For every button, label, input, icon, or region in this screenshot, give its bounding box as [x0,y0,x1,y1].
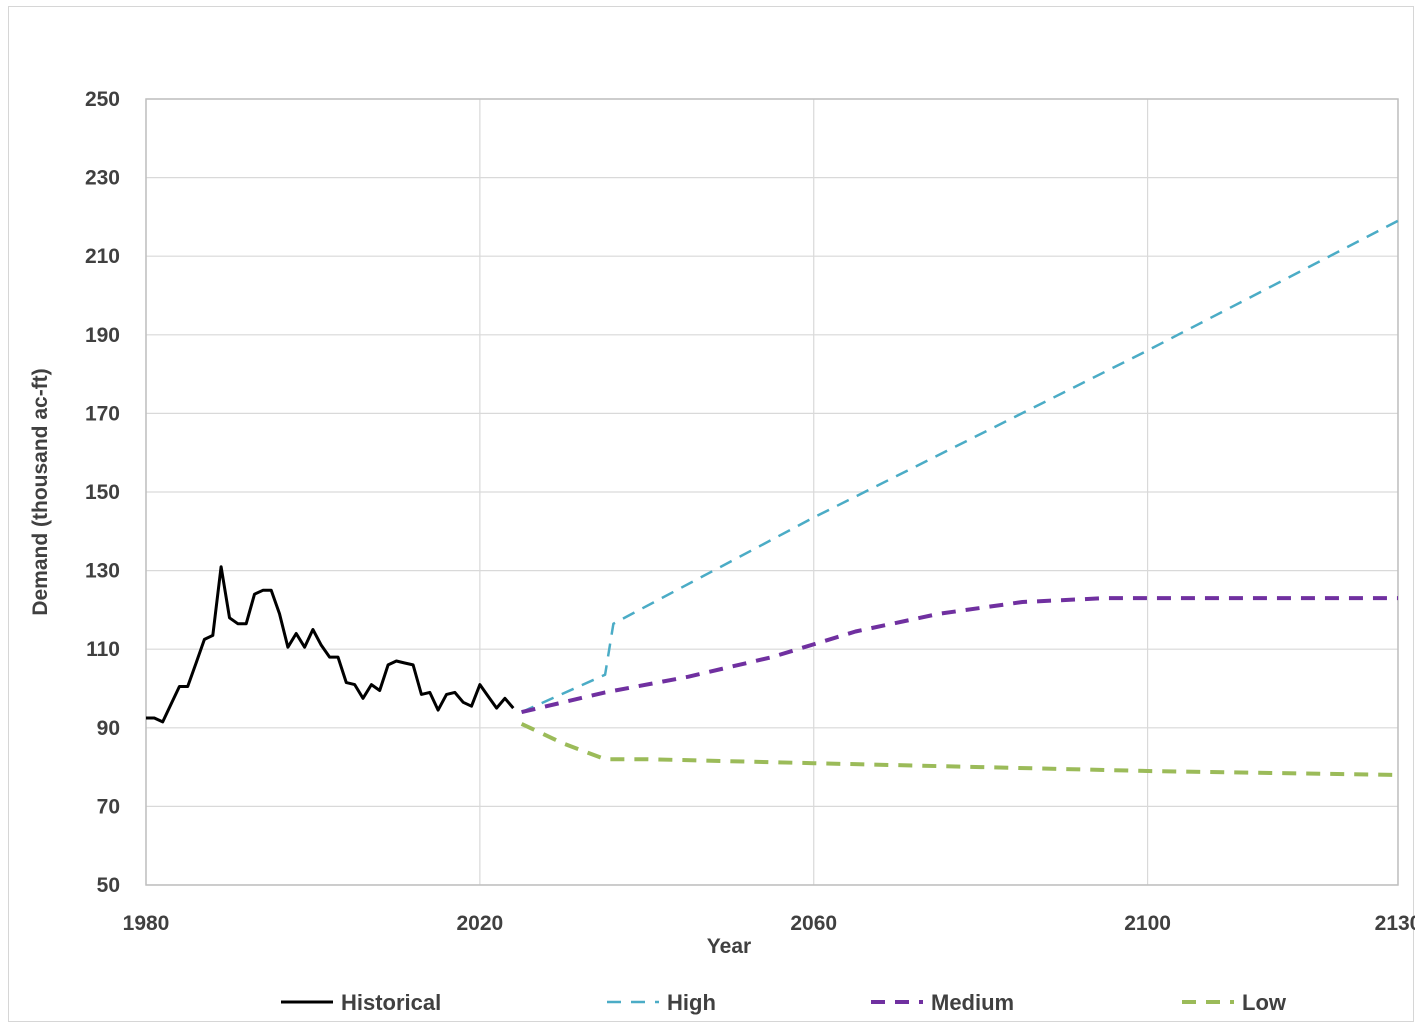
chart-frame: 50 70 90 110 130 150 170 190 210 230 250 1980 2020 2… [8,6,1422,1022]
y-tick-label: 150 [85,481,120,504]
plot-area-border [145,98,1399,886]
legend-label-low: Low [1242,990,1287,1015]
y-tick-label: 190 [85,324,120,347]
y-tick-label: 210 [85,245,120,268]
series-line-historical [146,565,515,724]
series-layer [146,219,1399,777]
legend-label-medium: Medium [931,990,1014,1015]
y-tick-label: 230 [85,167,120,190]
x-tick-label: 2060 [790,912,837,935]
series-line-medium [521,596,1398,715]
series-line-high [521,219,1399,714]
x-axis-title: Year [707,935,751,958]
series-line-low [520,722,1399,777]
y-axis-title: Demand (thousand ac-ft) [29,368,52,615]
legend-label-high: High [667,990,716,1015]
y-tick-label: 130 [85,560,120,583]
y-tick-label: 250 [85,88,120,111]
y-tick-label: 50 [97,874,120,897]
x-tick-label: 2100 [1124,912,1171,935]
y-axis-ticks: 50 70 90 110 130 150 170 190 210 230 250 [85,88,120,897]
line-chart: 50 70 90 110 130 150 170 190 210 230 250 1980 2020 2… [29,88,1422,1015]
x-tick-label: 1980 [123,912,170,935]
y-tick-label: 90 [97,717,120,740]
gridlines [145,98,1399,886]
y-tick-label: 70 [97,795,120,818]
x-tick-label: 2130 [1375,912,1415,935]
legend: Historical High Medium Low [281,990,1287,1015]
y-tick-label: 170 [85,402,120,425]
legend-label-historical: Historical [341,990,441,1015]
x-tick-label: 2020 [457,912,504,935]
y-tick-label: 110 [86,638,120,661]
x-axis-ticks: 1980 2020 2060 2100 2130 [123,912,1422,935]
